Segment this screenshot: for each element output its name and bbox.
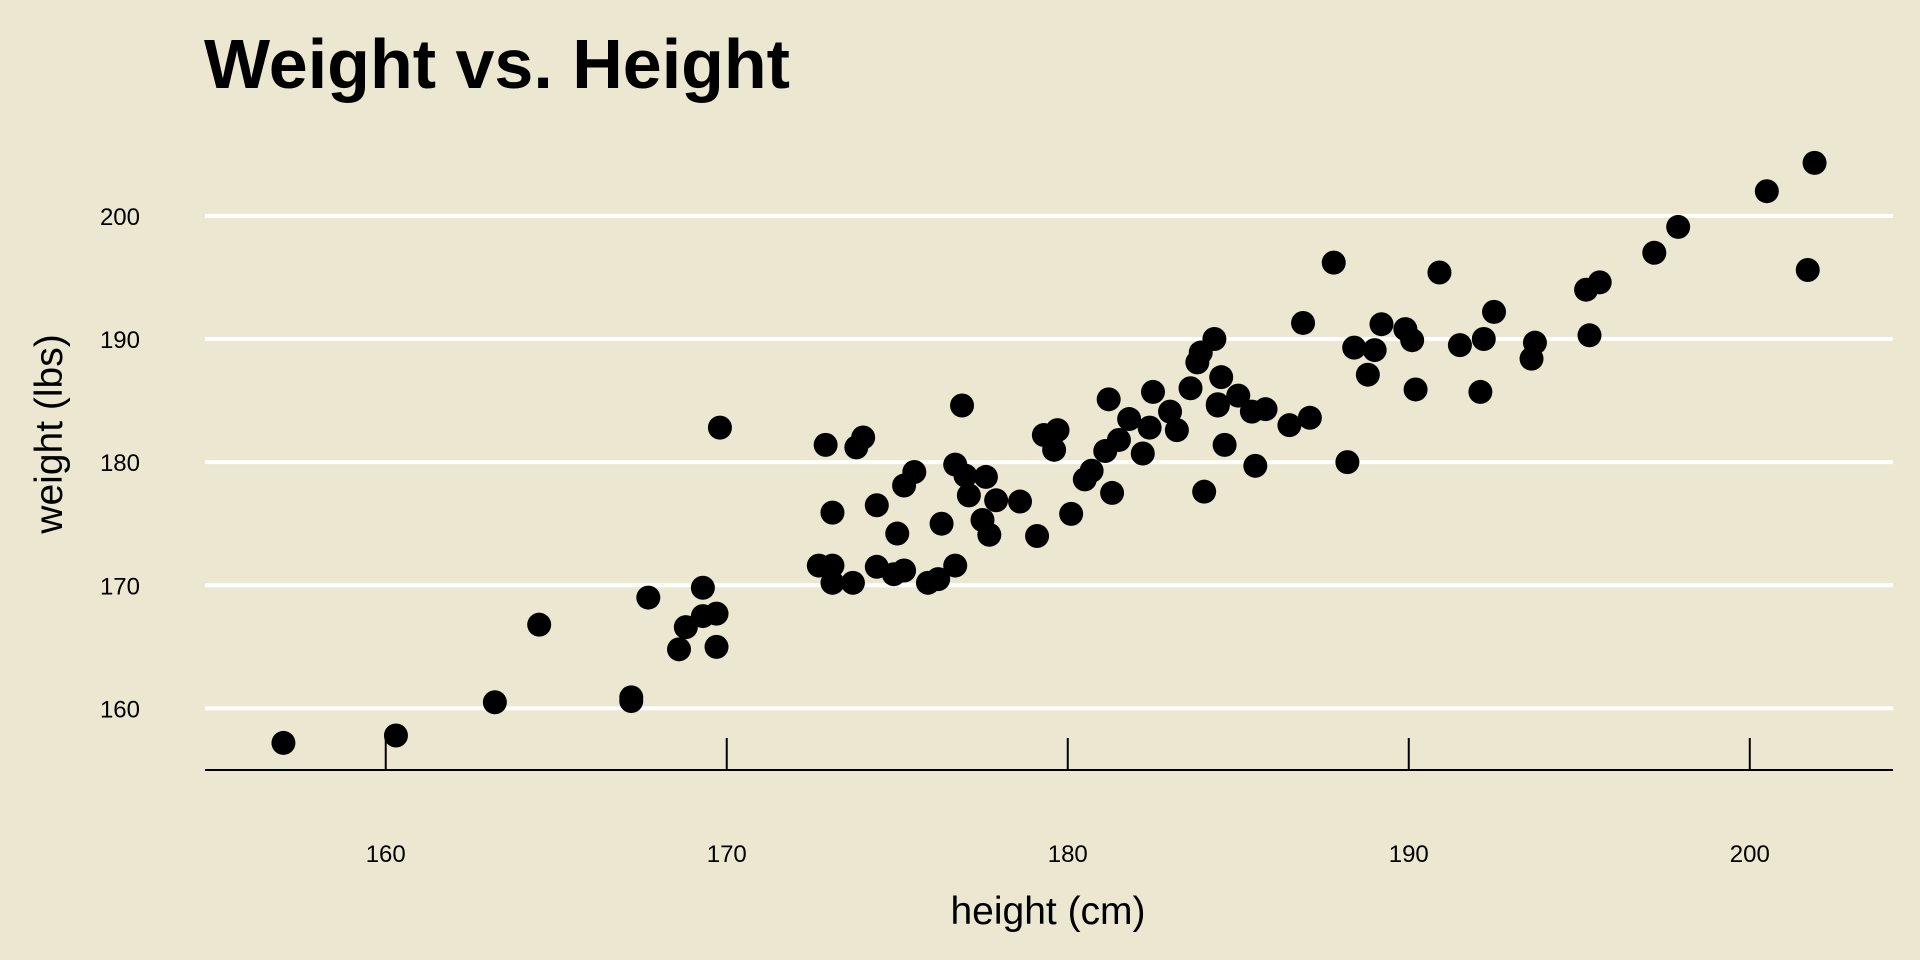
data-point	[820, 500, 845, 525]
data-point	[840, 570, 865, 595]
data-point	[885, 521, 910, 546]
data-point	[864, 493, 889, 518]
y-tick-label: 170	[100, 573, 140, 600]
data-point	[1335, 450, 1360, 475]
data-point	[1277, 413, 1302, 438]
data-point	[1192, 479, 1217, 504]
data-point	[1205, 393, 1230, 418]
data-point	[1209, 365, 1234, 390]
data-point	[984, 488, 1009, 513]
data-point	[1795, 258, 1820, 283]
data-point	[667, 637, 692, 662]
data-point	[1587, 270, 1612, 295]
data-point	[1427, 260, 1452, 285]
data-point	[704, 601, 729, 626]
data-point	[813, 432, 838, 457]
y-tick-label: 200	[100, 204, 140, 231]
y-axis-title: weight (lbs)	[28, 334, 71, 534]
data-point	[1202, 326, 1227, 351]
data-point	[1482, 299, 1507, 324]
data-points	[271, 150, 1827, 755]
data-point	[1079, 458, 1104, 483]
data-point	[820, 570, 845, 595]
data-point	[1642, 240, 1667, 265]
data-point	[1522, 330, 1547, 355]
y-tick-label: 190	[100, 327, 140, 354]
x-tick-label: 180	[1048, 841, 1088, 868]
data-point	[690, 575, 715, 600]
data-point	[950, 393, 975, 418]
data-point	[619, 689, 644, 714]
x-tick-label: 190	[1389, 841, 1429, 868]
data-point	[1008, 489, 1033, 514]
data-point	[1141, 379, 1166, 404]
data-point	[929, 511, 954, 536]
data-point	[1059, 501, 1084, 526]
data-point	[1025, 524, 1050, 549]
data-point	[1130, 441, 1155, 466]
data-point	[1403, 377, 1428, 402]
data-point	[1362, 338, 1387, 363]
data-point	[1042, 437, 1067, 462]
data-point	[1100, 480, 1125, 505]
data-point	[1342, 335, 1367, 360]
data-point	[943, 553, 968, 578]
data-point	[1754, 179, 1779, 204]
data-point	[926, 567, 951, 592]
data-point	[956, 483, 981, 508]
data-point	[1666, 214, 1691, 239]
x-axis: 160 170 180 190 200	[205, 738, 1893, 868]
y-tick-label: 160	[100, 696, 140, 723]
data-point	[1400, 328, 1425, 353]
data-point	[1577, 323, 1602, 348]
data-point	[1212, 432, 1237, 457]
data-point	[1355, 362, 1380, 387]
x-axis-title: height (cm)	[950, 890, 1145, 933]
data-point	[673, 615, 698, 640]
data-point	[1297, 405, 1322, 430]
data-point	[1158, 399, 1183, 424]
data-point	[1369, 312, 1394, 337]
x-tick-label: 200	[1730, 841, 1770, 868]
data-point	[1164, 418, 1189, 443]
data-point	[1243, 453, 1268, 478]
data-point	[271, 730, 296, 755]
data-point	[383, 723, 408, 748]
data-point	[1137, 415, 1162, 440]
data-point	[636, 585, 661, 610]
data-point	[1106, 427, 1131, 452]
x-tick-label: 170	[707, 841, 747, 868]
data-point	[482, 690, 507, 715]
data-point	[1447, 333, 1472, 358]
data-point	[1096, 387, 1121, 412]
data-point	[1321, 250, 1346, 275]
data-point	[1117, 407, 1142, 432]
data-point	[953, 463, 978, 488]
data-point	[973, 464, 998, 489]
data-point	[1471, 326, 1496, 351]
data-point	[1178, 376, 1203, 401]
data-point	[527, 612, 552, 637]
data-point	[1802, 150, 1827, 175]
chart-title: Weight vs. Height	[204, 25, 790, 103]
data-point	[1226, 383, 1251, 408]
data-point	[977, 522, 1002, 547]
data-point	[892, 558, 917, 583]
data-point	[820, 553, 845, 578]
data-point	[851, 425, 876, 450]
data-point	[1468, 379, 1493, 404]
gridlines: 160 170 180 190 200	[100, 204, 1893, 723]
data-point	[902, 459, 927, 484]
y-tick-label: 180	[100, 450, 140, 477]
data-point	[1253, 397, 1278, 422]
data-point	[1045, 418, 1070, 443]
data-point	[707, 415, 732, 440]
x-tick-label: 160	[366, 841, 406, 868]
data-point	[1291, 310, 1316, 335]
data-point	[704, 634, 729, 659]
